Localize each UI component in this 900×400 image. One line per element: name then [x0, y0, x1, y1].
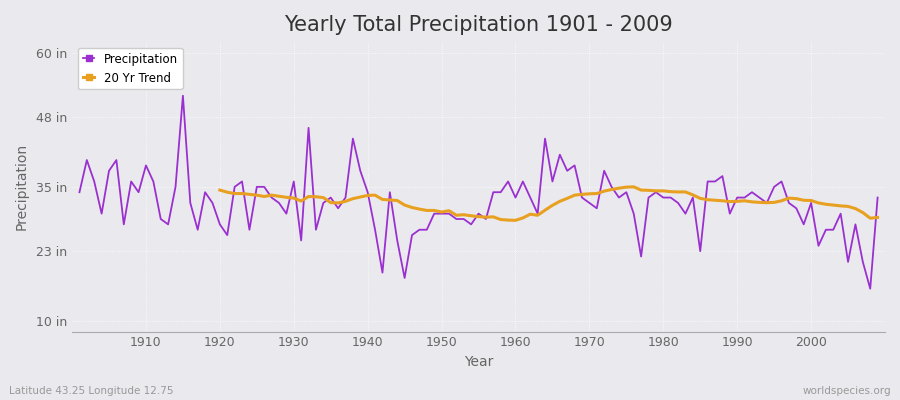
20 Yr Trend: [414, 207, 425, 212]
20 Yr Trend: [791, 196, 802, 201]
20 Yr Trend: [872, 215, 883, 220]
Line: 20 Yr Trend: 20 Yr Trend: [220, 187, 878, 220]
Precipitation: [74, 190, 85, 195]
X-axis label: Year: Year: [464, 355, 493, 369]
20 Yr Trend: [214, 188, 225, 192]
Precipitation: [133, 190, 144, 195]
Precipitation: [607, 184, 617, 189]
20 Yr Trend: [688, 192, 698, 197]
Precipitation: [347, 136, 358, 141]
Precipitation: [303, 126, 314, 130]
Precipitation: [518, 179, 528, 184]
Precipitation: [177, 93, 188, 98]
Title: Yearly Total Precipitation 1901 - 2009: Yearly Total Precipitation 1901 - 2009: [284, 15, 673, 35]
Line: Precipitation: Precipitation: [79, 96, 878, 289]
20 Yr Trend: [858, 210, 868, 215]
Precipitation: [510, 195, 521, 200]
Precipitation: [865, 286, 876, 291]
20 Yr Trend: [303, 194, 314, 199]
Y-axis label: Precipitation: Precipitation: [15, 143, 29, 230]
Legend: Precipitation, 20 Yr Trend: Precipitation, 20 Yr Trend: [78, 48, 183, 89]
20 Yr Trend: [776, 198, 787, 203]
20 Yr Trend: [510, 218, 521, 223]
Text: worldspecies.org: worldspecies.org: [803, 386, 891, 396]
Precipitation: [872, 195, 883, 200]
20 Yr Trend: [628, 184, 639, 189]
Text: Latitude 43.25 Longitude 12.75: Latitude 43.25 Longitude 12.75: [9, 386, 174, 396]
